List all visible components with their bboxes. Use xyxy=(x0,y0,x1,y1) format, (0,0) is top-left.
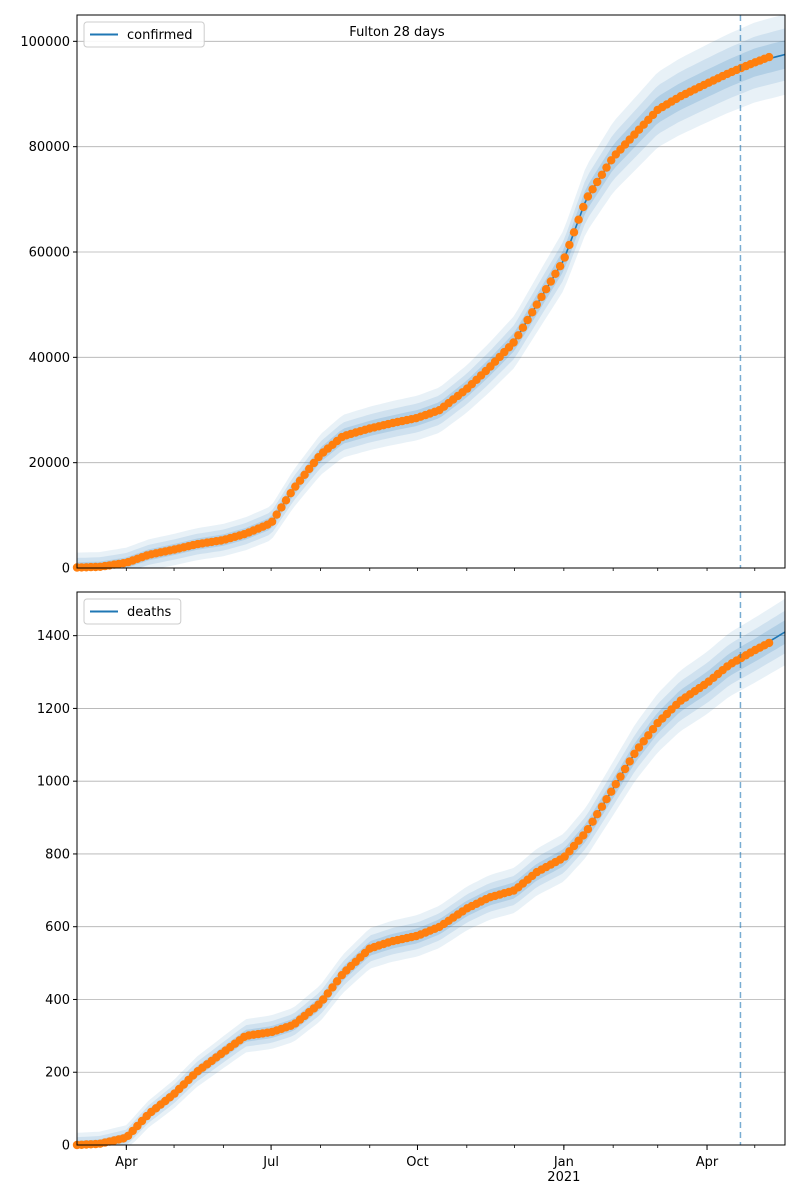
observed-point xyxy=(328,983,337,992)
observed-point xyxy=(620,764,630,774)
observed-point xyxy=(764,638,774,648)
legend-label: confirmed xyxy=(127,28,193,43)
y-tick-label: 1200 xyxy=(37,702,70,717)
observed-point xyxy=(593,177,602,187)
observed-point xyxy=(537,292,546,302)
observed-point xyxy=(588,185,597,194)
figure-title: Fulton 28 days xyxy=(349,25,445,40)
observed-point xyxy=(267,517,277,526)
y-tick-label: 100000 xyxy=(20,35,70,50)
y-tick-label: 0 xyxy=(62,562,70,577)
observed-point xyxy=(602,795,611,804)
observed-point xyxy=(648,725,658,734)
observed-point xyxy=(764,52,774,62)
observed-point xyxy=(291,482,300,491)
observed-point xyxy=(528,308,537,317)
observed-point xyxy=(644,731,653,740)
observed-point xyxy=(583,192,593,201)
observed-point xyxy=(277,503,286,512)
uncertainty-band xyxy=(77,598,785,1145)
x-tick-label: Jan xyxy=(553,1155,574,1170)
y-tick-label: 20000 xyxy=(29,456,70,471)
legend-box xyxy=(83,21,205,48)
observed-point xyxy=(509,338,518,347)
y-tick-label: 1400 xyxy=(37,629,70,644)
observed-point xyxy=(518,323,528,332)
uncertainty-band xyxy=(77,40,785,569)
observed-point xyxy=(611,780,620,789)
axes-frame xyxy=(76,591,786,1146)
observed-point xyxy=(574,215,583,224)
observed-point xyxy=(332,977,342,986)
confirmed-panel: 0 20000 40000 60000 80000 100000 confirmed xyxy=(20,14,786,577)
observed-point xyxy=(630,749,639,758)
observed-point xyxy=(532,300,541,309)
y-tick-label: 800 xyxy=(45,847,70,862)
observed-point xyxy=(569,228,579,237)
observed-point xyxy=(602,163,611,172)
observed-point xyxy=(523,315,532,325)
y-tick-label: 80000 xyxy=(29,140,70,155)
uncertainty-band xyxy=(77,28,785,568)
observed-point xyxy=(546,277,555,286)
observed-point xyxy=(597,170,607,179)
y-tick-label: 0 xyxy=(62,1139,70,1154)
y-tick-label: 200 xyxy=(45,1066,70,1081)
x-tick-label: Apr xyxy=(696,1155,719,1170)
observed-point xyxy=(607,156,616,165)
y-tick-label: 60000 xyxy=(29,246,70,261)
observed-point xyxy=(616,772,625,781)
observed-point xyxy=(579,831,588,840)
deaths-panel: 0 200 400 600 800 1000 1200 1400 Apr Jul Oct Jan Apr… xyxy=(37,591,786,1185)
observed-point xyxy=(639,737,648,746)
observed-point xyxy=(272,510,281,519)
observed-point xyxy=(319,995,328,1004)
x-tick-label: Apr xyxy=(115,1155,138,1170)
observed-point xyxy=(514,331,523,340)
observed-point xyxy=(593,810,602,819)
observed-point xyxy=(309,458,319,468)
observed-point xyxy=(588,817,597,826)
observed-point xyxy=(323,989,332,998)
observed-point xyxy=(555,262,565,271)
uncertainty-band xyxy=(77,610,785,1145)
x-tick-label: Jul xyxy=(262,1155,279,1170)
observed-point xyxy=(560,253,569,262)
observed-point xyxy=(551,269,560,278)
observed-point xyxy=(286,489,295,498)
y-tick-label: 600 xyxy=(45,920,70,935)
observed-point xyxy=(597,802,607,811)
observed-point xyxy=(300,470,309,479)
observed-point xyxy=(281,496,291,505)
legend-box xyxy=(83,598,182,625)
y-tick-label: 40000 xyxy=(29,351,70,366)
x-year-label: 2021 xyxy=(547,1170,580,1185)
observed-point xyxy=(565,240,574,250)
observed-point xyxy=(583,825,593,834)
observed-point xyxy=(295,476,305,485)
observed-point xyxy=(579,202,588,212)
y-tick-label: 400 xyxy=(45,993,70,1008)
x-tick-label: Oct xyxy=(406,1155,428,1170)
y-tick-label: 1000 xyxy=(37,775,70,790)
observed-point xyxy=(305,464,314,474)
observed-point xyxy=(625,757,634,766)
observed-point xyxy=(607,787,616,796)
uncertainty-band xyxy=(77,14,785,568)
axes-frame xyxy=(76,14,786,569)
observed-point xyxy=(541,285,551,294)
observed-point xyxy=(634,743,644,752)
legend-label: deaths xyxy=(127,605,172,620)
